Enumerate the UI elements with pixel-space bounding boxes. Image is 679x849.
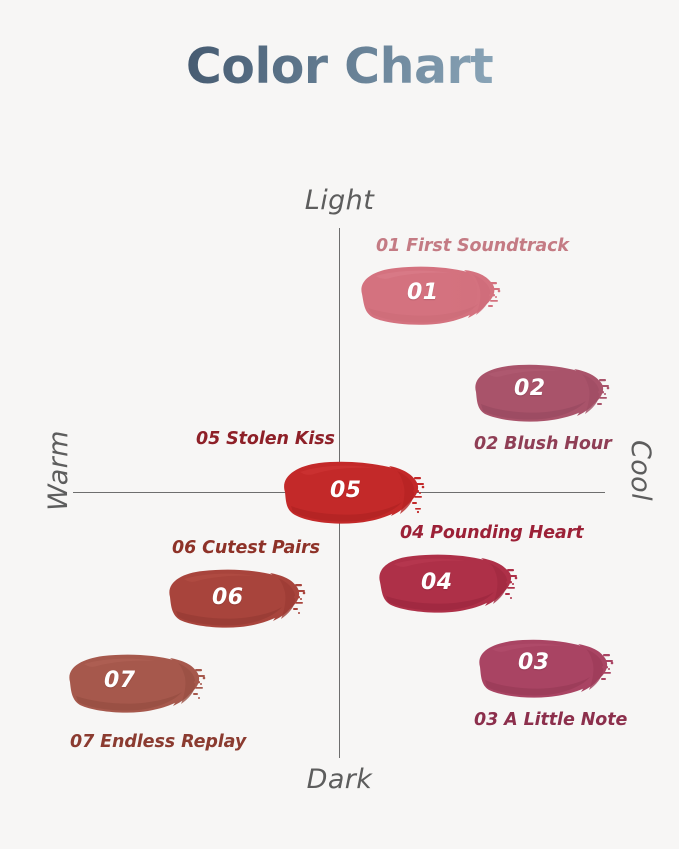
swatch-stroke-07: 07 — [60, 648, 208, 720]
swatch-stroke-06: 06 — [160, 563, 308, 635]
swatch-stroke-03: 03 — [470, 634, 615, 704]
axis-label-cool: Cool — [625, 440, 656, 501]
swatch-label-06: 06 Cutest Pairs — [172, 538, 320, 558]
page-title: Color Chart — [0, 38, 679, 95]
swatch-stroke-05: 05 — [275, 455, 427, 531]
swatch-label-01: 01 First Soundtrack — [376, 236, 569, 256]
swatch-stroke-01: 01 — [352, 260, 502, 332]
swatch-label-05: 05 Stolen Kiss — [196, 429, 335, 449]
swatch-label-03: 03 A Little Note — [474, 710, 628, 730]
swatch-label-04: 04 Pounding Heart — [400, 523, 584, 543]
swatch-label-07: 07 Endless Replay — [70, 732, 247, 752]
swatch-stroke-02: 02 — [466, 358, 611, 428]
swatch-stroke-04: 04 — [370, 548, 520, 620]
axis-label-warm: Warm — [42, 430, 74, 511]
axis-label-dark: Dark — [306, 764, 373, 795]
swatch-label-02: 02 Blush Hour — [474, 434, 612, 454]
axis-label-light: Light — [304, 185, 375, 216]
